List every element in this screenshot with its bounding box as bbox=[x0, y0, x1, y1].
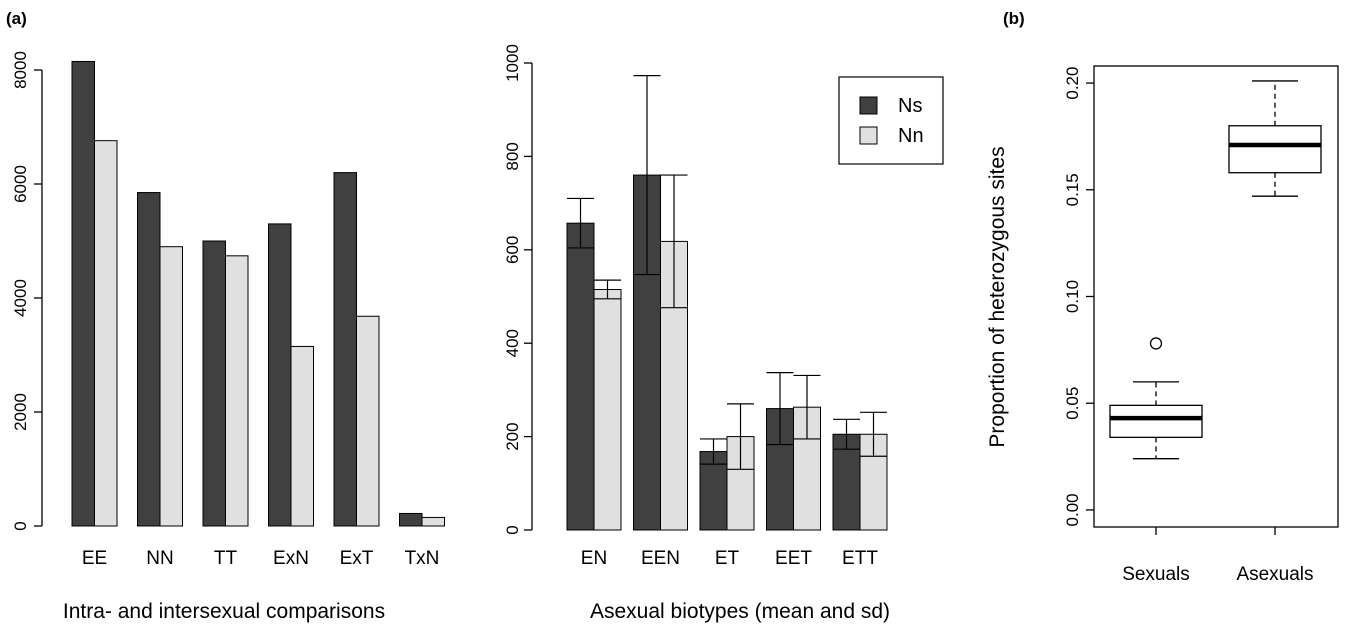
box bbox=[1228, 125, 1322, 174]
x-tick-label: ET bbox=[715, 548, 740, 569]
y-tick-label: 6000 bbox=[11, 165, 30, 203]
panel-a-label: (a) bbox=[6, 9, 27, 28]
y-tick-label: 400 bbox=[503, 329, 522, 357]
x-tick-label: Asexuals bbox=[1236, 564, 1313, 585]
x-axis-title: Asexual biotypes (mean and sd) bbox=[590, 600, 890, 623]
x-tick-label: EN bbox=[581, 548, 607, 569]
x-tick-label: TxN bbox=[405, 548, 440, 569]
bar-ns bbox=[566, 222, 595, 531]
legend-box bbox=[838, 76, 944, 165]
outlier-point bbox=[1149, 337, 1163, 350]
x-tick-label: Sexuals bbox=[1122, 564, 1190, 585]
bar-nn bbox=[421, 516, 445, 527]
y-tick-label: 4000 bbox=[11, 279, 30, 317]
y-tick-label: 2000 bbox=[11, 393, 30, 431]
y-tick-label: 0.15 bbox=[1063, 173, 1082, 206]
bar-ns bbox=[71, 60, 95, 527]
box bbox=[1109, 404, 1203, 439]
bar-ns bbox=[333, 172, 357, 527]
bar-nn bbox=[159, 246, 183, 527]
bar-ns bbox=[399, 512, 423, 527]
x-axis-title: Intra- and intersexual comparisons bbox=[63, 600, 385, 623]
y-tick-label: 8000 bbox=[11, 51, 30, 89]
y-tick-label: 0.10 bbox=[1063, 280, 1082, 313]
y-tick-label: 0 bbox=[11, 521, 30, 530]
legend-label-nn: Nn bbox=[898, 125, 924, 147]
y-tick-label: 0.20 bbox=[1063, 67, 1082, 100]
bar-ns bbox=[202, 240, 226, 527]
y-tick-label: 1000 bbox=[503, 44, 522, 82]
y-tick-label: 600 bbox=[503, 236, 522, 264]
bar-nn bbox=[593, 288, 622, 531]
x-tick-label: EET bbox=[775, 548, 812, 569]
bar-nn bbox=[94, 140, 118, 527]
x-tick-label: ETT bbox=[842, 548, 878, 569]
y-tick-label: 800 bbox=[503, 142, 522, 170]
x-tick-label: EE bbox=[82, 548, 107, 569]
legend-swatch-nn bbox=[859, 126, 878, 145]
panel-b-label: (b) bbox=[1003, 9, 1025, 28]
x-tick-label: ExN bbox=[273, 548, 309, 569]
y-tick-label: 200 bbox=[503, 422, 522, 450]
bar-nn bbox=[356, 315, 380, 527]
x-tick-label: EEN bbox=[641, 548, 680, 569]
bar-ns bbox=[137, 192, 161, 527]
y-tick-label: 0 bbox=[503, 525, 522, 534]
legend-swatch-ns bbox=[859, 96, 878, 115]
bar-nn bbox=[290, 345, 314, 527]
bar-nn bbox=[225, 255, 249, 527]
x-tick-label: ExT bbox=[340, 548, 374, 569]
bar-ns bbox=[268, 223, 292, 527]
x-tick-label: NN bbox=[146, 548, 173, 569]
x-tick-label: TT bbox=[214, 548, 238, 569]
legend-label-ns: Ns bbox=[898, 95, 922, 117]
y-tick-label: 0.00 bbox=[1063, 493, 1082, 526]
y-axis-title: Proportion of heterozygous sites bbox=[986, 146, 1009, 447]
y-tick-label: 0.05 bbox=[1063, 387, 1082, 420]
